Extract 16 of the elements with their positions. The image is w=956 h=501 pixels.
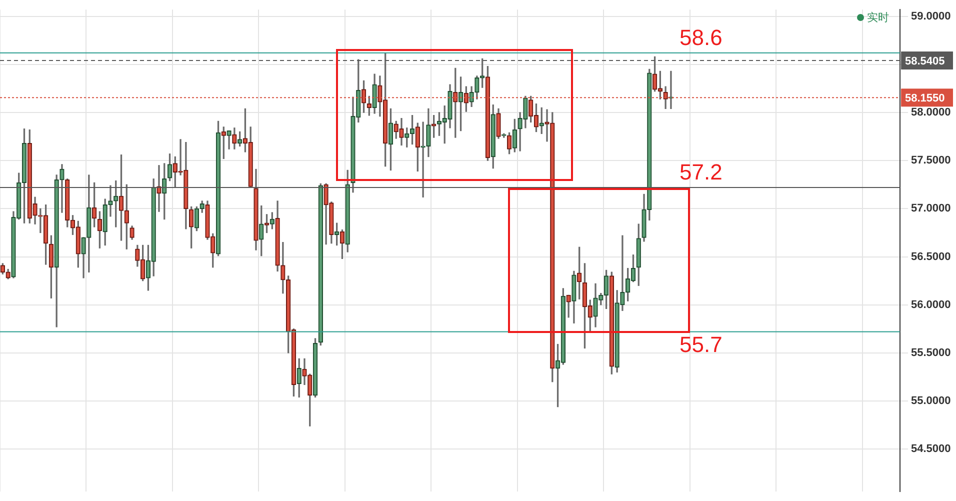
- ref-line-label: 58.5405: [905, 56, 945, 68]
- y-tick-label: 55.5000: [911, 346, 951, 359]
- candlestick: [156, 165, 162, 212]
- y-tick-label: 56.5000: [911, 250, 951, 263]
- y-tick-label: 56.0000: [911, 298, 951, 311]
- y-tick-label: 58.0000: [911, 106, 951, 119]
- y-tick-label: 57.0000: [911, 202, 951, 215]
- annotation: 实时: [867, 10, 889, 25]
- ref-line-label: 58.1550: [905, 92, 945, 105]
- y-tick-label: 54.5000: [911, 443, 951, 456]
- y-tick-label: 55.0000: [911, 395, 951, 408]
- ref-line-label: 57.2: [680, 160, 722, 185]
- y-tick-label: 59.0000: [911, 10, 951, 22]
- ref-line-label: 55.7: [680, 332, 722, 357]
- y-tick-label: 57.5000: [911, 154, 951, 167]
- ref-line-label: 58.6: [680, 24, 722, 50]
